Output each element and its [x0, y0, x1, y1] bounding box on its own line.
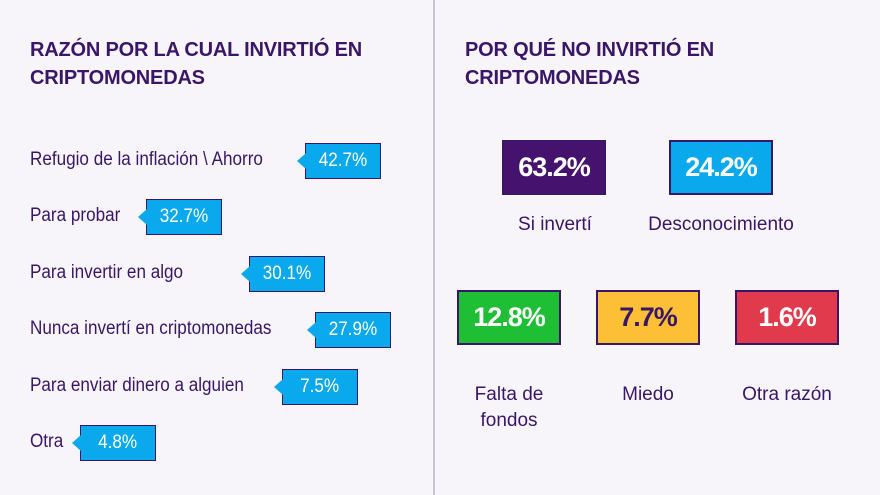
stat-box-otra-razon: 1.6% — [735, 290, 839, 345]
right-title-line2: CRIPTOMONEDAS — [465, 67, 640, 89]
badge-value: 30.1% — [262, 263, 312, 284]
item-label: Para probar — [30, 205, 121, 226]
value-badge: 27.9% — [307, 312, 391, 348]
value-badge: 42.7% — [297, 143, 381, 179]
left-title-line2: CRIPTOMONEDAS — [30, 67, 205, 89]
stat-box-falta-de-fondos: 12.8% — [457, 290, 561, 345]
stat-label: Falta de fondos — [429, 382, 589, 434]
badge-value: 32.7% — [159, 206, 209, 227]
value-badge: 7.5% — [274, 369, 358, 405]
badge-value: 7.5% — [300, 376, 340, 397]
item-label: Para invertir en algo — [30, 262, 184, 283]
item-label: Nunca invertí en criptomonedas — [30, 318, 272, 339]
item-label: Para enviar dinero a alguien — [30, 375, 244, 396]
badge-value: 4.8% — [98, 432, 138, 453]
stat-label-line1: Falta de — [474, 384, 544, 405]
stat-label: Otra razón — [742, 384, 832, 405]
divider — [433, 0, 435, 495]
right-title: POR QUÉ NO INVIRTIÓ EN CRIPTOMONEDAS — [465, 36, 714, 92]
badge-value: 27.9% — [328, 319, 378, 340]
item-label: Refugio de la inflación \ Ahorro — [30, 149, 263, 170]
badge-value: 42.7% — [318, 150, 368, 171]
stat-label-line2: fondos — [480, 410, 538, 431]
value-badge: 30.1% — [241, 256, 325, 292]
left-title: RAZÓN POR LA CUAL INVIRTIÓ EN CRIPTOMONE… — [30, 36, 362, 92]
value-badge: 4.8% — [72, 425, 156, 461]
stat-label: Desconocimiento — [648, 214, 794, 235]
stat-label: Miedo — [622, 384, 674, 405]
stat-box-si-inverti: 63.2% — [502, 140, 606, 195]
stat-box-desconocimiento: 24.2% — [669, 140, 773, 195]
value-badge: 32.7% — [138, 199, 222, 235]
right-title-line1: POR QUÉ NO INVIRTIÓ EN — [465, 39, 714, 61]
stat-label: Si invertí — [518, 214, 592, 235]
stat-box-miedo: 7.7% — [596, 290, 700, 345]
left-title-line1: RAZÓN POR LA CUAL INVIRTIÓ EN — [30, 39, 362, 61]
item-label: Otra — [30, 431, 64, 452]
